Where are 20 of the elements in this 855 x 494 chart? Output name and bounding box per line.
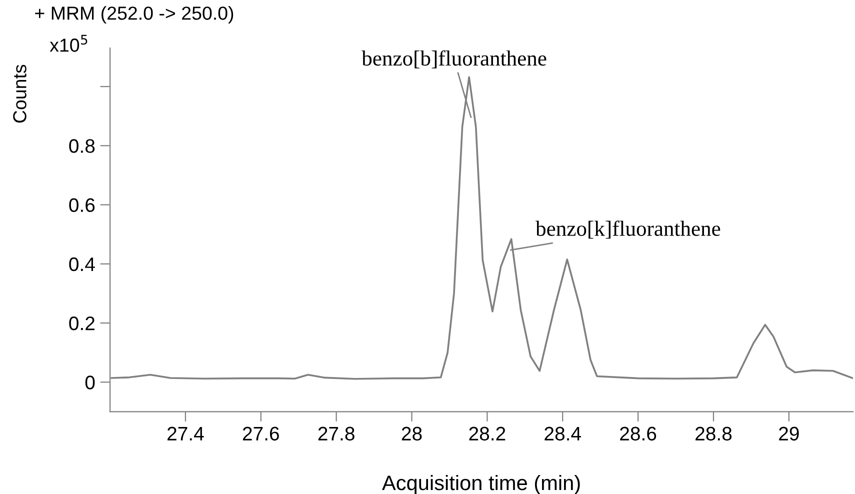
x-tick-label: 28.8 bbox=[696, 426, 732, 441]
y-tick-label: 0.4 bbox=[69, 257, 95, 272]
annotation: benzo[k]fluoranthene bbox=[536, 220, 720, 239]
y-tick-label: 0.6 bbox=[69, 198, 95, 212]
x-tick-label: 28 bbox=[402, 426, 422, 441]
x-tick-label: 28.2 bbox=[469, 426, 506, 441]
x-tick-label: 27.8 bbox=[318, 426, 354, 441]
x-tick-label: 27.4 bbox=[168, 426, 204, 440]
chart-title: + MRM (252.0 -> 250.0) bbox=[35, 6, 234, 24]
annotation: benzo[b]fluoranthene bbox=[362, 50, 546, 68]
text: x10$^{5}$ bbox=[50, 34, 88, 52]
x-axis-title: Acquisition time (min) bbox=[382, 474, 580, 494]
x-tick-label: 28.6 bbox=[620, 426, 656, 441]
y-tick-label: 0 bbox=[85, 376, 95, 390]
x-tick-label: 28.4 bbox=[544, 426, 581, 441]
x-tick-label: 29 bbox=[779, 426, 799, 441]
y-tick-label: 0.2 bbox=[69, 316, 94, 330]
y-axis-title: Counts bbox=[13, 64, 26, 123]
y-tick-label: 0.8 bbox=[69, 139, 95, 153]
x-tick-label: 27.6 bbox=[242, 426, 279, 441]
